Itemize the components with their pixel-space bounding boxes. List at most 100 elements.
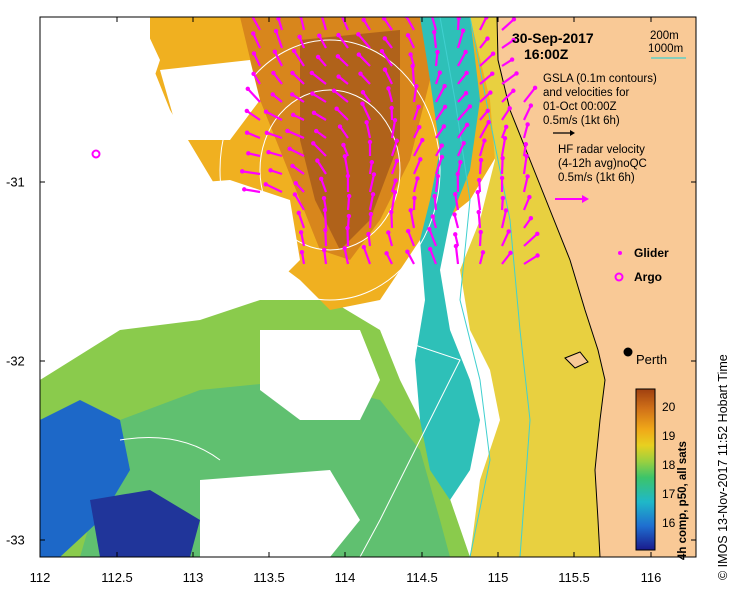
velocity-arrow (383, 17, 393, 31)
velocity-arrow (479, 52, 494, 67)
velocity-arrow-head (527, 194, 532, 200)
velocity-arrow-head (319, 12, 323, 16)
velocity-arrow-head (500, 155, 505, 161)
velocity-arrow-head (292, 192, 298, 197)
velocity-arrow-head (392, 118, 398, 123)
x-tick-label: 116 (640, 570, 662, 585)
velocity-arrow-head (535, 231, 540, 237)
x-tick-label: 114 (334, 570, 356, 585)
velocity-arrow-head (506, 229, 511, 234)
velocity-arrow-head (367, 139, 373, 145)
y-tick-label: -31 (6, 174, 25, 190)
velocity-arrow-head (463, 49, 468, 55)
velocity-arrow (251, 17, 261, 31)
velocity-arrow-head (456, 17, 461, 21)
velocity-arrow-head (290, 70, 295, 76)
velocity-arrow-head (361, 244, 367, 250)
velocity-arrow-head (381, 17, 387, 21)
velocity-arrow-head (268, 168, 273, 173)
velocity-arrow (346, 195, 351, 211)
velocity-arrow-head (485, 36, 490, 41)
velocity-arrow (368, 194, 375, 211)
plot-frame (39, 16, 697, 558)
velocity-arrow (405, 17, 415, 31)
velocity-arrow-head (453, 232, 458, 237)
velocity-arrow-head (298, 17, 303, 19)
x-tick-label: 115 (487, 570, 509, 585)
velocity-arrow-head (389, 209, 394, 215)
velocity-arrow-head (415, 176, 420, 181)
velocity-arrow-head (276, 17, 281, 21)
velocity-arrow-head (504, 124, 509, 129)
velocity-arrow (409, 210, 416, 229)
velocity-arrow (365, 122, 372, 139)
hf-scale-arrow (555, 195, 589, 203)
velocity-arrow-head (336, 32, 341, 38)
velocity-arrow-head (405, 33, 411, 38)
velocity-arrow (252, 52, 261, 67)
x-tick-label: 115.5 (558, 570, 590, 585)
velocity-arrow-head (314, 128, 319, 134)
velocity-arrow-head (386, 86, 391, 91)
velocity-arrow (479, 17, 488, 31)
velocity-arrow (337, 55, 349, 67)
gsla-scale-arrow (553, 130, 575, 136)
velocity-arrow (522, 196, 531, 211)
cloud-patch (40, 17, 160, 160)
velocity-arrow-head (358, 71, 363, 76)
velocity-arrow-head (311, 110, 317, 116)
velocity-arrow-head (486, 120, 491, 125)
velocity-arrow-head (511, 37, 516, 43)
velocity-arrow-head (264, 130, 270, 135)
velocity-arrow-head (338, 11, 342, 15)
velocity-arrow-head (290, 112, 296, 118)
colorbar-tick: 17 (662, 487, 676, 501)
velocity-arrow-head (392, 190, 398, 195)
velocity-arrow-head (389, 105, 394, 111)
velocity-arrow (431, 17, 438, 31)
x-tick-label: 112.5 (101, 570, 133, 585)
velocity-arrow (523, 254, 539, 265)
velocity-arrow-head (245, 86, 250, 91)
velocity-arrow (435, 85, 446, 103)
velocity-arrow-head (528, 215, 534, 221)
velocity-arrow-head (439, 143, 445, 148)
velocity-arrow (300, 232, 306, 247)
velocity-arrow (478, 159, 483, 175)
velocity-arrow (479, 121, 490, 139)
velocity-arrow (387, 88, 394, 103)
velocity-arrow (359, 72, 371, 85)
velocity-arrow-head (291, 48, 297, 54)
velocity-arrow (479, 72, 493, 85)
velocity-arrow (501, 18, 515, 31)
velocity-arrow (390, 211, 394, 229)
velocity-arrow (324, 229, 328, 247)
velocity-arrow-head (360, 90, 366, 95)
velocity-arrow (293, 50, 305, 67)
velocity-arrow-head (360, 101, 365, 106)
velocity-arrow (362, 246, 372, 265)
velocity-arrow-head (244, 108, 250, 114)
velocity-arrow (412, 86, 418, 103)
velocity-arrow-head (503, 208, 509, 213)
velocity-arrow (339, 125, 349, 139)
velocity-arrow (522, 176, 529, 193)
velocity-arrow-head (285, 128, 290, 134)
colorbar-label: 4h comp, p50, all sats (677, 441, 689, 560)
time-title: 16:00Z (524, 46, 569, 62)
velocity-arrow (311, 92, 327, 103)
velocity-arrows (239, 11, 540, 265)
velocity-arrow-head (455, 171, 460, 177)
velocity-arrow (265, 183, 283, 193)
velocity-arrow-head (270, 92, 275, 97)
colorbar-tick: 18 (662, 458, 676, 472)
velocity-arrow-head (429, 11, 433, 15)
velocity-arrow (291, 93, 305, 103)
colorbar-tick: 20 (662, 400, 676, 414)
velocity-arrow (246, 131, 261, 140)
velocity-arrow-head (442, 84, 447, 89)
cloud-patch (260, 330, 380, 420)
velocity-arrow-head (461, 141, 466, 146)
velocity-arrow (358, 53, 371, 67)
velocity-arrow-head (475, 189, 480, 195)
